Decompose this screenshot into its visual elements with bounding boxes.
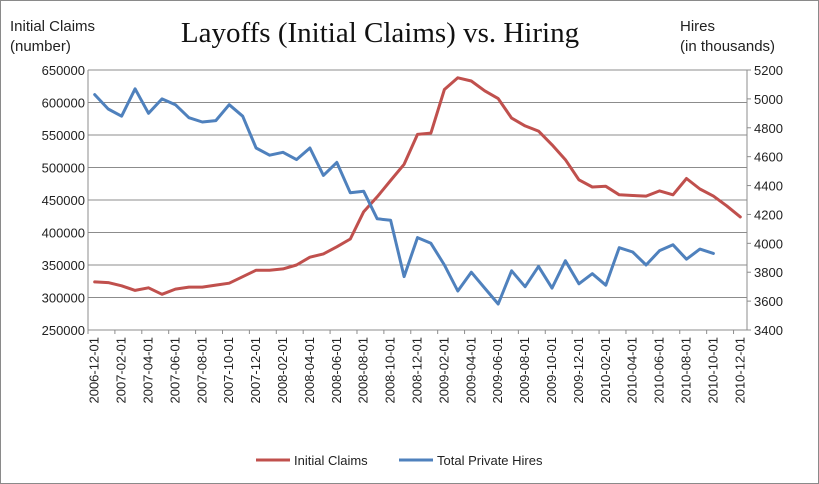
x-tick-label: 2008-08-01	[356, 337, 371, 404]
left-tick-label: 600000	[42, 96, 85, 111]
left-tick-label: 450000	[42, 193, 85, 208]
right-tick-label: 4400	[754, 179, 783, 194]
right-axis: 3400 3600 3800 4000 4200 4400 4600 4800 5000 5200	[747, 63, 783, 338]
x-tick-label: 2010-12-01	[732, 337, 747, 404]
x-tick-label: 2009-04-01	[463, 337, 478, 404]
right-axis-label-line2: (in thousands)	[680, 38, 775, 55]
right-tick-label: 4600	[754, 150, 783, 165]
x-tick-label: 2008-06-01	[329, 337, 344, 404]
x-tick-label: 2010-06-01	[652, 337, 667, 404]
x-tick-label: 2006-12-01	[87, 337, 102, 404]
left-tick-label: 350000	[42, 258, 85, 273]
series-line-total-private-hires	[93, 87, 715, 306]
x-tick-label: 2010-10-01	[705, 337, 720, 404]
x-tick-label: 2007-12-01	[248, 337, 263, 404]
x-tick-label: 2008-12-01	[410, 337, 425, 404]
left-tick-label: 550000	[42, 128, 85, 143]
x-tick-label: 2007-10-01	[221, 337, 236, 404]
right-tick-label: 3400	[754, 323, 783, 338]
left-axis-label-line2: (number)	[10, 38, 71, 55]
right-tick-label: 4200	[754, 207, 783, 222]
right-tick-label: 3600	[754, 294, 783, 309]
left-axis-label-line1: Initial Claims	[10, 18, 95, 35]
x-tick-label: 2009-06-01	[490, 337, 505, 404]
gridlines	[87, 69, 748, 331]
series	[93, 76, 742, 306]
chart-title: Layoffs (Initial Claims) vs. Hiring	[181, 17, 579, 49]
right-axis-label-line1: Hires	[680, 18, 715, 35]
right-tick-label: 4000	[754, 236, 783, 251]
x-tick-label: 2009-02-01	[436, 337, 451, 404]
left-tick-label: 500000	[42, 161, 85, 176]
x-tick-label: 2010-08-01	[678, 337, 693, 404]
x-tick-label: 2007-08-01	[194, 337, 209, 404]
x-axis: 2006-12-01 2007-02-01 2007-04-01 2007-06-01…	[87, 330, 747, 404]
x-tick-label: 2010-02-01	[598, 337, 613, 404]
x-tick-label: 2007-04-01	[141, 337, 156, 404]
legend-label-total-private-hires: Total Private Hires	[437, 453, 543, 468]
x-tick-label: 2010-04-01	[625, 337, 640, 404]
right-tick-label: 5000	[754, 92, 783, 107]
x-tick-label: 2009-10-01	[544, 337, 559, 404]
x-tick-label: 2007-06-01	[167, 337, 182, 404]
right-tick-label: 3800	[754, 265, 783, 280]
legend-label-initial-claims: Initial Claims	[294, 453, 368, 468]
legend: Initial Claims Total Private Hires	[256, 453, 543, 468]
series-line-initial-claims	[93, 76, 742, 296]
right-tick-label: 5200	[754, 63, 783, 78]
left-tick-label: 250000	[42, 323, 85, 338]
x-tick-label: 2008-02-01	[275, 337, 290, 404]
x-tick-label: 2008-04-01	[302, 337, 317, 404]
right-tick-label: 4800	[754, 121, 783, 136]
x-tick-label: 2007-02-01	[114, 337, 129, 404]
left-tick-label: 650000	[42, 63, 85, 78]
x-tick-label: 2008-10-01	[383, 337, 398, 404]
left-tick-label: 300000	[42, 291, 85, 306]
left-tick-label: 400000	[42, 226, 85, 241]
x-tick-label: 2009-08-01	[517, 337, 532, 404]
x-tick-label: 2009-12-01	[571, 337, 586, 404]
left-axis: 250000 300000 350000 400000 450000 500000 5500…	[42, 63, 85, 338]
